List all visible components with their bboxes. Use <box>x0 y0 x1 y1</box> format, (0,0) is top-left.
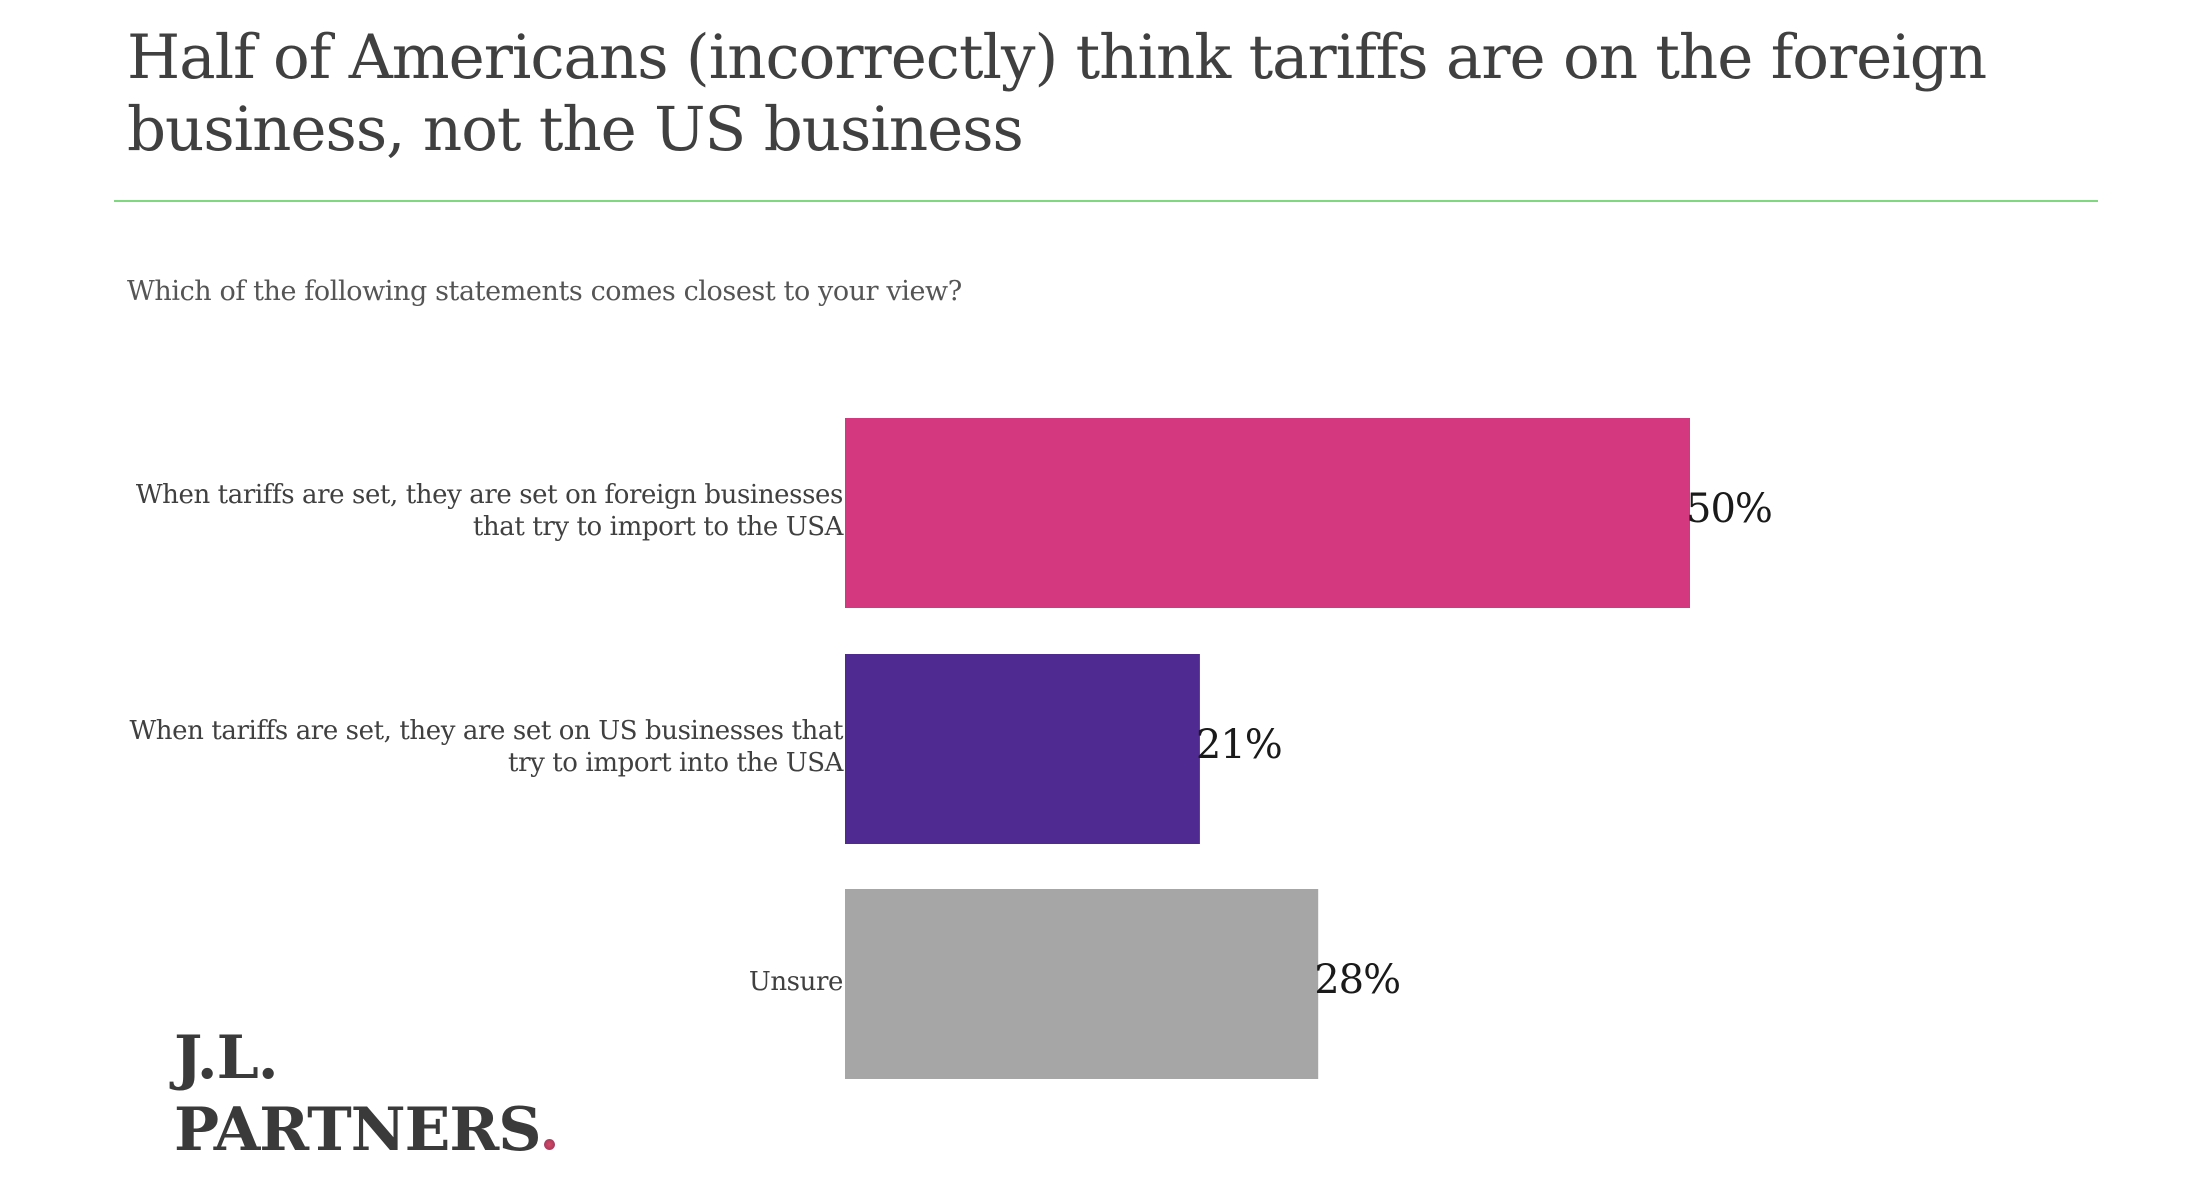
question-text: Which of the following statements comes … <box>127 276 962 307</box>
category-label-2-line-1: When tariffs are set, they are set on US… <box>129 716 843 746</box>
bar-1 <box>845 418 1690 608</box>
category-label-3: Unsure <box>83 966 844 998</box>
logo-wordmark: PARTNERS <box>174 1095 542 1165</box>
value-label-2: 21% <box>1195 722 1283 768</box>
chart-title: Half of Americans (incorrectly) think ta… <box>127 22 1987 165</box>
bar-3 <box>845 889 1319 1079</box>
logo-line-2: PARTNERS <box>174 1094 555 1166</box>
category-label-3-line-1: Unsure <box>748 967 844 997</box>
flag-dot-icon <box>543 1139 555 1150</box>
jl-partners-logo: J.L. PARTNERS <box>174 1022 555 1166</box>
value-label-3: 28% <box>1314 957 1401 1003</box>
category-label-2: When tariffs are set, they are set on US… <box>83 715 843 779</box>
value-label-1: 50% <box>1686 486 1773 532</box>
category-label-1: When tariffs are set, they are set on fo… <box>83 479 844 543</box>
category-label-1-line-2: that try to import to the USA <box>472 512 844 542</box>
bar-2 <box>845 654 1200 844</box>
category-label-1-line-1: When tariffs are set, they are set on fo… <box>135 480 844 510</box>
title-divider <box>114 200 2098 202</box>
category-label-2-line-2: try to import into the USA <box>508 748 843 778</box>
logo-line-1: J.L. <box>174 1023 279 1093</box>
